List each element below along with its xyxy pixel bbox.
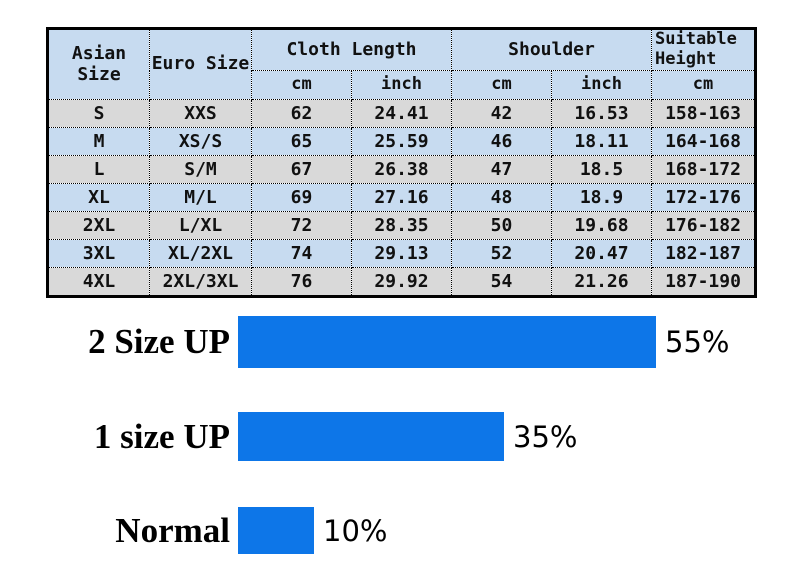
- table-cell: 18.9: [551, 183, 652, 212]
- bar-value-label: 55%: [665, 325, 730, 359]
- table-cell: 2XL/3XL: [149, 267, 252, 297]
- table-cell: 28.35: [351, 211, 452, 240]
- table-cell: 21.26: [551, 267, 652, 297]
- table-cell: 29.92: [351, 267, 452, 297]
- table-cell: 19.68: [551, 211, 652, 240]
- table-cell: 69: [251, 183, 352, 212]
- table-cell: 187-190: [651, 267, 756, 297]
- table-cell: S: [47, 99, 150, 128]
- header-euro-size: Euro Size: [149, 28, 252, 100]
- table-cell: 76: [251, 267, 352, 297]
- table-row: XL M/L 69 27.16 48 18.9 172-176: [47, 183, 756, 212]
- bar-category-label: 1 size UP: [93, 416, 230, 456]
- table-cell: 164-168: [651, 127, 756, 156]
- table-cell: 74: [251, 239, 352, 268]
- table-cell: 182-187: [651, 239, 756, 268]
- table-cell: 2XL: [47, 211, 150, 240]
- unit-height-cm: cm: [651, 70, 756, 100]
- table-cell: 50: [451, 211, 552, 240]
- table-cell: L/XL: [149, 211, 252, 240]
- bar-row: 1 size UP 35%: [0, 412, 577, 461]
- table-cell: 3XL: [47, 239, 150, 268]
- size-table: Asian Size Euro Size Cloth Length Should…: [46, 27, 757, 298]
- table-cell: 25.59: [351, 127, 452, 156]
- table-cell: S/M: [149, 155, 252, 184]
- bar-value-label: 35%: [513, 419, 578, 454]
- table-cell: 168-172: [651, 155, 756, 184]
- table-cell: 26.38: [351, 155, 452, 184]
- table-cell: XXS: [149, 99, 252, 128]
- bar-category-label: Normal: [115, 510, 230, 550]
- table-cell: 172-176: [651, 183, 756, 212]
- table-header-row: Asian Size Euro Size Cloth Length Should…: [47, 28, 756, 100]
- table-cell: 65: [251, 127, 352, 156]
- table-cell: 18.11: [551, 127, 652, 156]
- table-cell: 54: [451, 267, 552, 297]
- table-row: M XS/S 65 25.59 46 18.11 164-168: [47, 127, 756, 156]
- table-cell: 158-163: [651, 99, 756, 128]
- table-cell: 52: [451, 239, 552, 268]
- unit-cloth-inch: inch: [351, 70, 452, 100]
- header-shoulder: Shoulder: [451, 28, 652, 71]
- bar-row: Normal 10%: [0, 507, 387, 554]
- table-cell: 46: [451, 127, 552, 156]
- header-suitable-height: Suitable Height: [651, 28, 756, 71]
- table-cell: 27.16: [351, 183, 452, 212]
- table-cell: 47: [451, 155, 552, 184]
- table-cell: M/L: [149, 183, 252, 212]
- table-cell: M: [47, 127, 150, 156]
- table-cell: XL: [47, 183, 150, 212]
- bar-normal: [238, 507, 314, 554]
- header-cloth-length: Cloth Length: [251, 28, 452, 71]
- table-row: L S/M 67 26.38 47 18.5 168-172: [47, 155, 756, 184]
- table-cell: 4XL: [47, 267, 150, 297]
- table-cell: 24.41: [351, 99, 452, 128]
- header-asian-size: Asian Size: [47, 28, 150, 100]
- table-cell: 18.5: [551, 155, 652, 184]
- bar-1-size-up: [238, 412, 504, 461]
- table-row: 3XL XL/2XL 74 29.13 52 20.47 182-187: [47, 239, 756, 268]
- table-cell: 67: [251, 155, 352, 184]
- table-cell: 72: [251, 211, 352, 240]
- table-cell: 16.53: [551, 99, 652, 128]
- table-cell: 62: [251, 99, 352, 128]
- bar-category-label: 2 Size UP: [88, 322, 230, 361]
- table-cell: XL/2XL: [149, 239, 252, 268]
- table-cell: 29.13: [351, 239, 452, 268]
- unit-shoulder-cm: cm: [451, 70, 552, 100]
- unit-cloth-cm: cm: [251, 70, 352, 100]
- bar-row: 2 Size UP 55%: [0, 316, 729, 368]
- bar-value-label: 10%: [323, 513, 388, 548]
- table-row: 4XL 2XL/3XL 76 29.92 54 21.26 187-190: [47, 267, 756, 297]
- table-cell: 176-182: [651, 211, 756, 240]
- bar-2-size-up: [238, 316, 656, 368]
- table-cell: 48: [451, 183, 552, 212]
- table-cell: 42: [451, 99, 552, 128]
- table-cell: XS/S: [149, 127, 252, 156]
- table-cell: 20.47: [551, 239, 652, 268]
- table-cell: L: [47, 155, 150, 184]
- table-units-row: cm inch cm inch cm: [48, 70, 756, 100]
- table-row: 2XL L/XL 72 28.35 50 19.68 176-182: [47, 211, 756, 240]
- table-row: S XXS 62 24.41 42 16.53 158-163: [47, 99, 756, 128]
- unit-shoulder-inch: inch: [551, 70, 652, 100]
